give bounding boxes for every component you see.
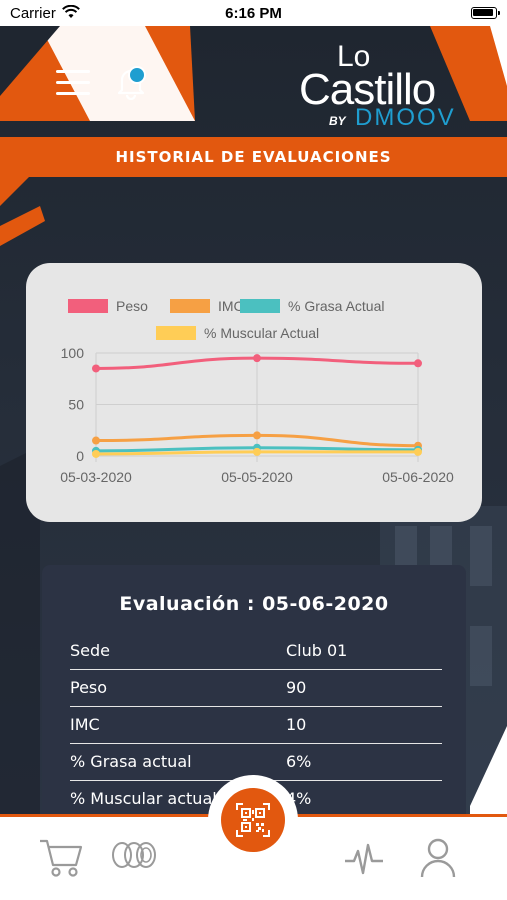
data-point (253, 447, 261, 456)
user-profile-icon[interactable] (420, 837, 456, 884)
page-title: HISTORIAL DE EVALUACIONES (115, 148, 392, 166)
legend-label: % Muscular Actual (204, 325, 319, 341)
legend-swatch (68, 299, 108, 313)
status-bar: Carrier 6:16 PM (0, 0, 507, 26)
logo-line1: Lo (337, 40, 371, 73)
evaluation-row: Sede Club 01 (70, 633, 442, 670)
legend-label: % Grasa Actual (288, 298, 385, 314)
x-tick-label: 05-03-2020 (60, 469, 132, 485)
y-tick-label: 50 (68, 397, 84, 413)
legend-swatch (240, 299, 280, 313)
activity-pulse-icon[interactable] (344, 841, 384, 882)
x-tick-label: 05-05-2020 (221, 469, 293, 485)
row-value: 90 (286, 678, 307, 697)
legend-swatch (156, 326, 196, 340)
clock: 6:16 PM (225, 5, 282, 22)
carrier-label: Carrier (10, 5, 56, 22)
legend-label: IMC (218, 298, 244, 314)
y-tick-label: 0 (76, 448, 84, 464)
notification-badge (128, 66, 146, 84)
coins-icon[interactable] (110, 839, 158, 876)
y-tick-label: 100 (61, 345, 85, 361)
qr-code-icon (236, 803, 270, 837)
row-value: 10 (286, 715, 307, 734)
evaluation-title: Evaluación : 05-06-2020 (119, 593, 389, 615)
data-point (253, 431, 261, 440)
x-tick-label: 05-06-2020 (382, 469, 454, 485)
data-point (253, 354, 261, 363)
legend-label: Peso (116, 298, 148, 314)
logo-by: BY (329, 114, 346, 128)
brand-logo: Lo Castillo BY DMOOV (299, 42, 479, 132)
hamburger-menu-icon[interactable] (56, 70, 90, 96)
battery-icon (471, 7, 500, 19)
row-label: Sede (70, 641, 110, 660)
legend-swatch (170, 299, 210, 313)
page-title-band: HISTORIAL DE EVALUACIONES (0, 137, 507, 177)
wifi-icon (62, 4, 80, 23)
data-point (92, 449, 100, 458)
row-label: Peso (70, 678, 108, 697)
data-point (92, 436, 100, 445)
data-point (92, 364, 100, 373)
qr-scan-button[interactable] (208, 775, 298, 865)
row-value: Club 01 (286, 641, 348, 660)
row-label: % Muscular actual (70, 789, 217, 808)
row-value: 6% (286, 752, 312, 771)
qr-button-face (221, 788, 285, 852)
evaluations-chart-card: Peso IMC% Grasa Actual% Muscular Actual 0 5… (26, 263, 482, 522)
cart-icon[interactable] (38, 835, 84, 884)
evaluation-row: IMC 10 (70, 707, 442, 744)
data-point (414, 359, 422, 368)
evaluations-line-chart: Peso IMC% Grasa Actual% Muscular Actual05… (60, 298, 454, 485)
logo-brand: DMOOV (355, 104, 456, 131)
app-header: Lo Castillo BY DMOOV (0, 26, 507, 138)
row-label: % Grasa actual (70, 752, 192, 771)
logo-line2: Castillo (299, 65, 436, 114)
data-point (414, 447, 422, 456)
evaluation-row: Peso 90 (70, 670, 442, 707)
row-label: IMC (70, 715, 100, 734)
